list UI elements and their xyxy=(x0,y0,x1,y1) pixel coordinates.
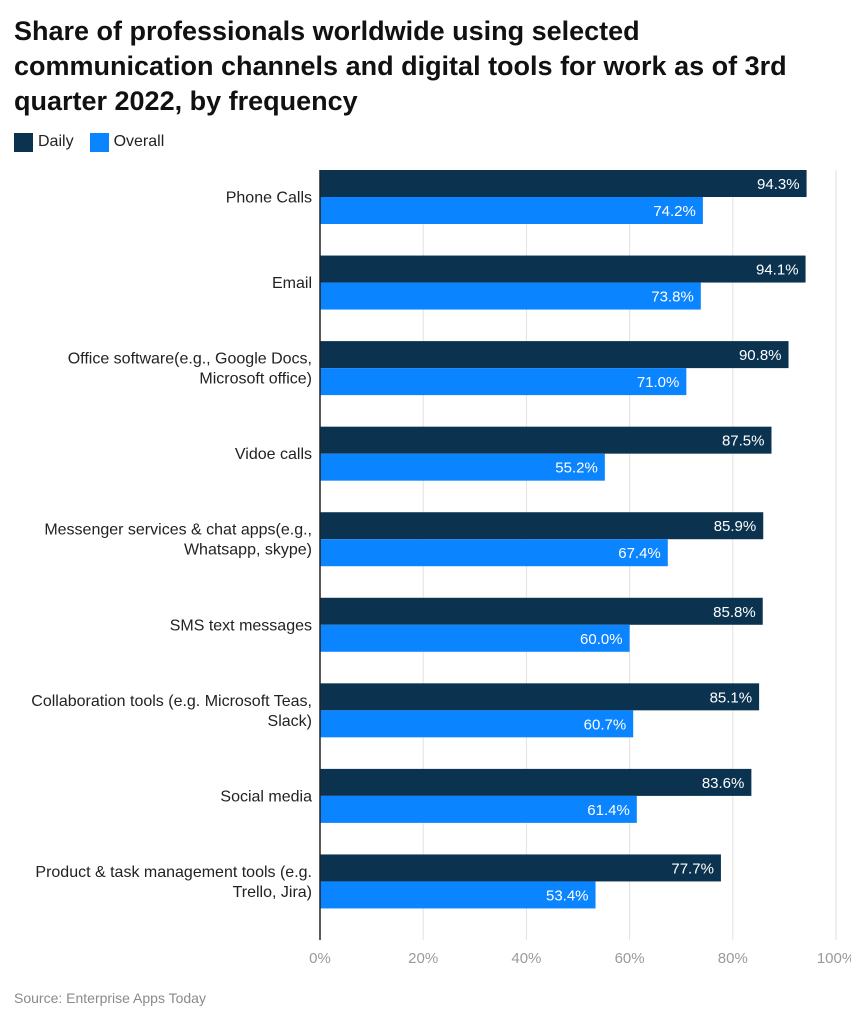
daily-bar xyxy=(320,341,789,369)
legend-item-overall[interactable]: Overall xyxy=(89,132,165,152)
category-label: Vidoe calls xyxy=(235,446,312,463)
overall-bar xyxy=(320,881,596,909)
bar-value-label: 60.0% xyxy=(580,631,623,648)
category-label-line: Whatsapp, skype) xyxy=(184,542,312,559)
bar-value-label: 87.5% xyxy=(722,433,765,450)
daily-bar xyxy=(320,170,807,197)
bar-value-label: 90.8% xyxy=(739,347,782,364)
category-label: Social media xyxy=(220,788,312,805)
overall-bar xyxy=(320,539,668,567)
category-label: Collaboration tools (e.g. Microsoft Teas… xyxy=(31,693,312,730)
category-label-line: Messenger services & chat apps(e.g., xyxy=(44,522,312,539)
daily-bar xyxy=(320,768,752,796)
daily-bar xyxy=(320,255,806,283)
bar-value-label: 77.7% xyxy=(671,860,714,877)
category-label-line: Slack) xyxy=(268,713,312,730)
overall-bar xyxy=(320,368,687,396)
category-label-line: Vidoe calls xyxy=(235,446,312,463)
x-tick-label: 100% xyxy=(817,950,851,967)
x-tick-label: 40% xyxy=(511,950,541,967)
bar-value-label: 85.8% xyxy=(713,604,756,621)
bar-value-label: 71.0% xyxy=(637,374,680,391)
category-label-line: Product & task management tools (e.g. xyxy=(35,864,312,881)
chart-title: Share of professionals worldwide using s… xyxy=(14,16,787,116)
daily-bar xyxy=(320,683,760,711)
category-label: SMS text messages xyxy=(170,617,312,634)
source-note: Source: Enterprise Apps Today xyxy=(14,990,206,1006)
overall-bar xyxy=(320,795,637,823)
category-label: Product & task management tools (e.g. Tre… xyxy=(35,864,312,901)
legend: Daily Overall xyxy=(14,132,180,152)
category-label: Email xyxy=(272,275,312,292)
daily-bar xyxy=(320,854,721,882)
category-label: Office software(e.g., Google Docs, Micros… xyxy=(68,351,312,388)
overall-bar xyxy=(320,282,701,310)
daily-bar xyxy=(320,426,772,454)
daily-bar xyxy=(320,597,763,625)
bar-value-label: 94.3% xyxy=(757,176,800,193)
legend-label-overall: Overall xyxy=(113,133,165,150)
x-tick-label: 60% xyxy=(615,950,645,967)
category-label: Phone Calls xyxy=(226,190,312,207)
bar-value-label: 60.7% xyxy=(584,716,627,733)
bar-value-label: 53.4% xyxy=(546,887,589,904)
legend-item-daily[interactable]: Daily xyxy=(14,132,74,152)
overall-bar xyxy=(320,453,605,481)
category-label: Messenger services & chat apps(e.g., What… xyxy=(44,522,312,559)
legend-label-daily: Daily xyxy=(38,133,74,150)
category-label-line: Social media xyxy=(220,788,312,805)
category-label-line: Email xyxy=(272,275,312,292)
bar-value-label: 94.1% xyxy=(756,262,799,279)
category-label-line: SMS text messages xyxy=(170,617,312,634)
bar-value-label: 61.4% xyxy=(587,802,630,819)
daily-bar xyxy=(320,512,764,540)
bar-value-label: 74.2% xyxy=(653,203,696,220)
legend-swatch-overall xyxy=(89,132,109,152)
bar-chart: 94.3% 74.2% Phone Calls 94.1% 73.8% Email 90.8… xyxy=(31,170,851,967)
x-tick-label: 20% xyxy=(408,950,438,967)
x-tick-label: 80% xyxy=(718,950,748,967)
overall-bar xyxy=(320,710,634,738)
bar-value-label: 73.8% xyxy=(651,289,694,306)
legend-swatch-daily xyxy=(14,132,33,152)
category-label-line: Office software(e.g., Google Docs, xyxy=(68,351,312,368)
overall-bar xyxy=(320,197,703,224)
category-label-line: Microsoft office) xyxy=(199,371,312,388)
bar-value-label: 55.2% xyxy=(555,460,598,477)
category-label-line: Collaboration tools (e.g. Microsoft Teas… xyxy=(31,693,312,710)
overall-bar xyxy=(320,624,630,652)
category-label-line: Trello, Jira) xyxy=(233,884,312,901)
bar-value-label: 85.9% xyxy=(714,518,757,535)
bar-value-label: 85.1% xyxy=(710,689,753,706)
x-tick-label: 0% xyxy=(309,950,331,967)
bar-value-label: 67.4% xyxy=(618,545,661,562)
category-label-line: Phone Calls xyxy=(226,190,312,207)
bar-value-label: 83.6% xyxy=(702,775,745,792)
